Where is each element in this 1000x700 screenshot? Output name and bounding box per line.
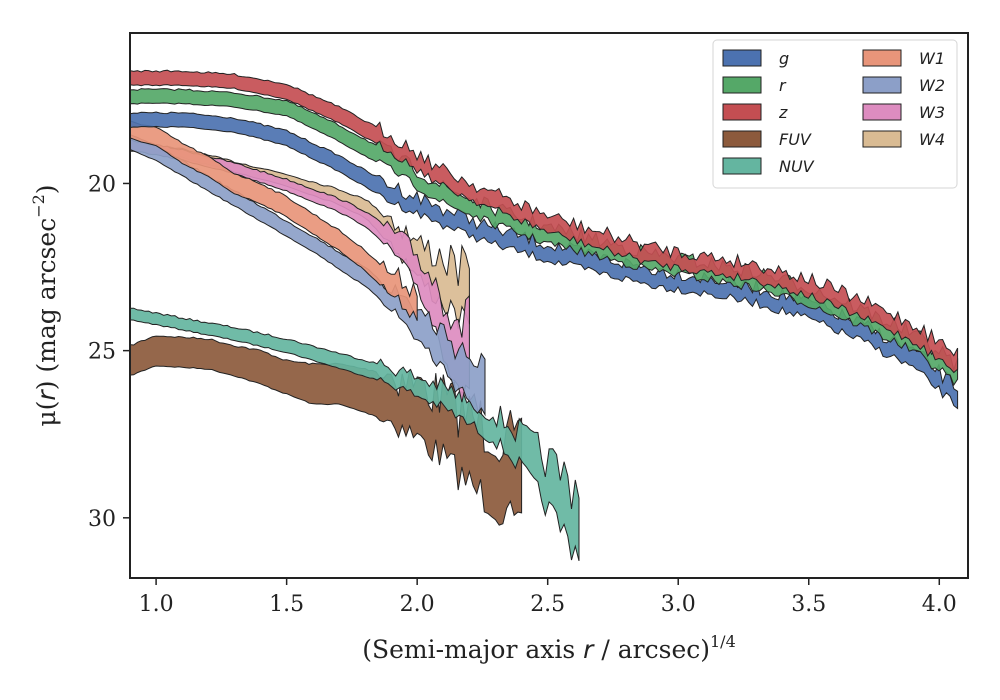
y-tick-label: 20 (88, 172, 116, 197)
x-tick-label: 4.0 (922, 592, 957, 617)
x-tick-label: 2.5 (530, 592, 565, 617)
band-nuv (129, 307, 580, 562)
legend-swatch-fuv (722, 130, 762, 148)
legend-label-r: r (779, 76, 787, 95)
x-axis-label: (Semi-major axis r / arcsec)1/4 (362, 632, 736, 664)
x-tick-label: 3.5 (791, 592, 826, 617)
x-tick-label: 1.5 (269, 592, 304, 617)
legend: grz FUV NUV W1 W2 W3 W4 (712, 39, 958, 189)
x-tick-label: 2.0 (400, 592, 435, 617)
band-g (129, 111, 959, 410)
legend-label-nuv: NUV (779, 157, 815, 176)
legend-swatch-z (722, 103, 762, 121)
legend-label-w2: W2 (919, 76, 945, 95)
band-z (129, 69, 959, 374)
legend-label-w4: W4 (919, 130, 945, 149)
legend-label-w3: W3 (919, 103, 945, 122)
x-tick-label: 1.0 (139, 592, 174, 617)
y-tick-label: 30 (88, 507, 116, 532)
legend-swatch-nuv (722, 157, 762, 175)
band-w2 (129, 133, 486, 417)
legend-label-w1: W1 (919, 49, 945, 68)
y-axis: 20 25 30 (88, 172, 130, 532)
legend-swatch-r (722, 76, 762, 94)
legend-swatch-w3 (862, 103, 902, 121)
legend-swatch-w4 (862, 130, 902, 148)
legend-swatch-w1 (862, 49, 902, 67)
legend-label-fuv: FUV (779, 130, 812, 149)
x-axis: 1.0 1.5 2.0 2.5 3.0 3.5 4.0 (139, 578, 957, 617)
legend-label-z: z (778, 103, 788, 122)
legend-swatch-g (722, 49, 762, 67)
legend-swatch-w2 (862, 76, 902, 94)
y-axis-label: μ(r) (mag arcsec−2) (29, 184, 61, 426)
x-tick-label: 3.0 (661, 592, 696, 617)
plot-frame (129, 32, 969, 579)
y-tick-label: 25 (88, 340, 116, 365)
band-w1 (129, 120, 418, 321)
legend-label-g: g (779, 49, 789, 68)
band-layer (129, 69, 959, 562)
